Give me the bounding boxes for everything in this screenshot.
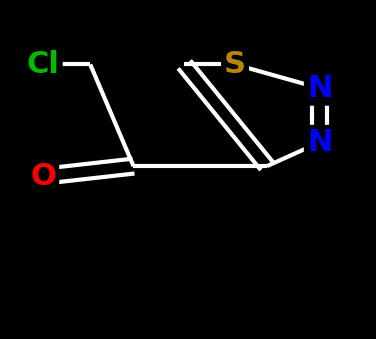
Text: Cl: Cl [27,50,60,79]
Text: N: N [307,128,332,157]
Text: S: S [224,50,246,79]
Text: N: N [307,74,332,103]
Text: O: O [30,162,56,191]
